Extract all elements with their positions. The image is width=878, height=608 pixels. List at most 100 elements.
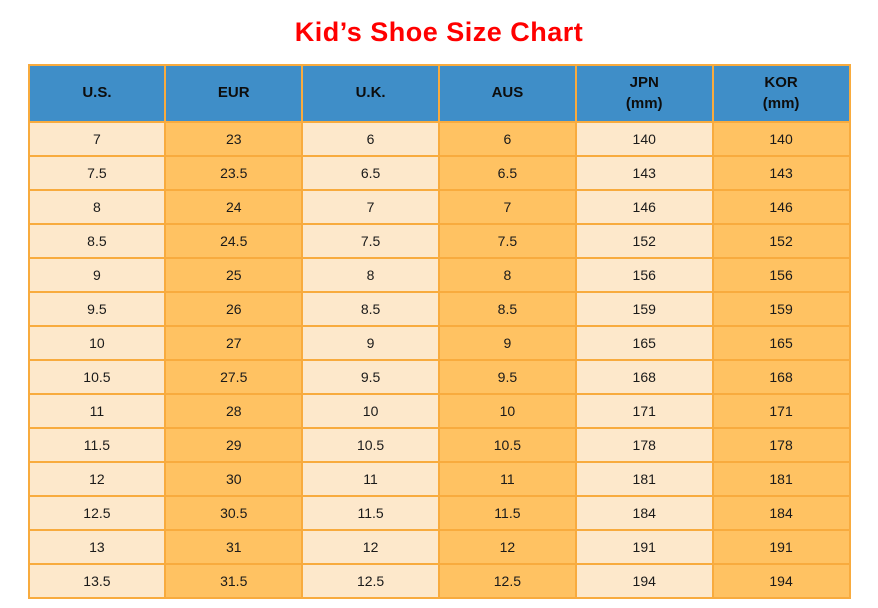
table-row: 10.5 27.5 9.5 9.5 168 168 <box>29 361 849 393</box>
table-cell: 7.5 <box>303 225 438 257</box>
column-header-sublabel: (mm) <box>625 94 663 112</box>
table-cell: 143 <box>576 157 712 189</box>
table-cell: 23 <box>166 123 302 155</box>
table-cell: 6.5 <box>303 157 438 189</box>
page: Kid’s Shoe Size Chart U.S. EUR U.K. AUS <box>0 17 878 599</box>
table-cell: 8.5 <box>439 293 575 325</box>
table-cell: 6.5 <box>439 157 575 189</box>
table-cell: 194 <box>576 565 712 597</box>
table-cell: 9.5 <box>29 293 165 325</box>
table-cell: 152 <box>713 225 849 257</box>
column-header-label: KOR <box>764 74 798 92</box>
table-cell: 11 <box>303 463 438 495</box>
table-cell: 7 <box>439 191 575 223</box>
column-header-label: U.K. <box>355 84 386 102</box>
table-body: 7 23 6 6 140 140 7.5 23.5 6.5 6.5 143 14… <box>29 123 849 597</box>
table-cell: 28 <box>166 395 302 427</box>
table-cell: 30 <box>166 463 302 495</box>
column-header-label: U.S. <box>82 84 112 102</box>
table-row: 13.5 31.5 12.5 12.5 194 194 <box>29 565 849 597</box>
table-cell: 12 <box>29 463 165 495</box>
table-cell: 168 <box>713 361 849 393</box>
table-cell: 146 <box>713 191 849 223</box>
column-header-eur: EUR <box>166 66 302 121</box>
table-row: 11.5 29 10.5 10.5 178 178 <box>29 429 849 461</box>
table-row: 9 25 8 8 156 156 <box>29 259 849 291</box>
table-cell: 10 <box>303 395 438 427</box>
table-row: 13 31 12 12 191 191 <box>29 531 849 563</box>
table-cell: 31.5 <box>166 565 302 597</box>
table-cell: 140 <box>713 123 849 155</box>
table-header: U.S. EUR U.K. AUS JPN (mm) <box>29 66 849 121</box>
table-cell: 29 <box>166 429 302 461</box>
table-cell: 146 <box>576 191 712 223</box>
table-cell: 7.5 <box>29 157 165 189</box>
table-cell: 10.5 <box>439 429 575 461</box>
column-header-sublabel: (mm) <box>762 94 800 112</box>
table-cell: 8 <box>29 191 165 223</box>
table-cell: 13.5 <box>29 565 165 597</box>
table-cell: 12 <box>303 531 438 563</box>
table-cell: 156 <box>713 259 849 291</box>
table-row: 11 28 10 10 171 171 <box>29 395 849 427</box>
table-cell: 6 <box>303 123 438 155</box>
table-cell: 26 <box>166 293 302 325</box>
table-cell: 10.5 <box>29 361 165 393</box>
table-cell: 11.5 <box>439 497 575 529</box>
table-cell: 25 <box>166 259 302 291</box>
table-cell: 10.5 <box>303 429 438 461</box>
table-cell: 184 <box>576 497 712 529</box>
table-cell: 156 <box>576 259 712 291</box>
table-cell: 178 <box>576 429 712 461</box>
table-cell: 191 <box>713 531 849 563</box>
table-cell: 24.5 <box>166 225 302 257</box>
table-cell: 152 <box>576 225 712 257</box>
table-cell: 9.5 <box>439 361 575 393</box>
table-cell: 10 <box>439 395 575 427</box>
table-row: 8 24 7 7 146 146 <box>29 191 849 223</box>
table-cell: 27.5 <box>166 361 302 393</box>
column-header-uk: U.K. <box>303 66 438 121</box>
table-cell: 143 <box>713 157 849 189</box>
column-header-kor: KOR (mm) <box>713 66 849 121</box>
table-header-row: U.S. EUR U.K. AUS JPN (mm) <box>29 66 849 121</box>
table-cell: 9 <box>303 327 438 359</box>
table-cell: 13 <box>29 531 165 563</box>
table-cell: 181 <box>576 463 712 495</box>
table-cell: 168 <box>576 361 712 393</box>
table-cell: 7 <box>303 191 438 223</box>
table-cell: 27 <box>166 327 302 359</box>
table-cell: 165 <box>576 327 712 359</box>
shoe-size-table: U.S. EUR U.K. AUS JPN (mm) <box>27 64 851 599</box>
table-row: 7.5 23.5 6.5 6.5 143 143 <box>29 157 849 189</box>
table-cell: 30.5 <box>166 497 302 529</box>
table-cell: 178 <box>713 429 849 461</box>
column-header-aus: AUS <box>439 66 575 121</box>
page-title: Kid’s Shoe Size Chart <box>294 17 584 47</box>
table-cell: 11 <box>439 463 575 495</box>
table-cell: 6 <box>439 123 575 155</box>
table-cell: 11.5 <box>29 429 165 461</box>
table-cell: 12.5 <box>29 497 165 529</box>
table-cell: 140 <box>576 123 712 155</box>
table-cell: 23.5 <box>166 157 302 189</box>
column-header-label: JPN <box>629 74 659 92</box>
table-cell: 165 <box>713 327 849 359</box>
table-cell: 159 <box>713 293 849 325</box>
table-cell: 24 <box>166 191 302 223</box>
table-cell: 8.5 <box>303 293 438 325</box>
table-cell: 159 <box>576 293 712 325</box>
table-row: 12 30 11 11 181 181 <box>29 463 849 495</box>
table-cell: 31 <box>166 531 302 563</box>
table-cell: 12.5 <box>439 565 575 597</box>
table-row: 10 27 9 9 165 165 <box>29 327 849 359</box>
table-cell: 9 <box>439 327 575 359</box>
column-header-us: U.S. <box>29 66 165 121</box>
table-cell: 7.5 <box>439 225 575 257</box>
column-header-label: AUS <box>491 84 524 102</box>
table-row: 8.5 24.5 7.5 7.5 152 152 <box>29 225 849 257</box>
table-cell: 181 <box>713 463 849 495</box>
column-header-jpn: JPN (mm) <box>576 66 712 121</box>
table-cell: 9.5 <box>303 361 438 393</box>
table-cell: 184 <box>713 497 849 529</box>
